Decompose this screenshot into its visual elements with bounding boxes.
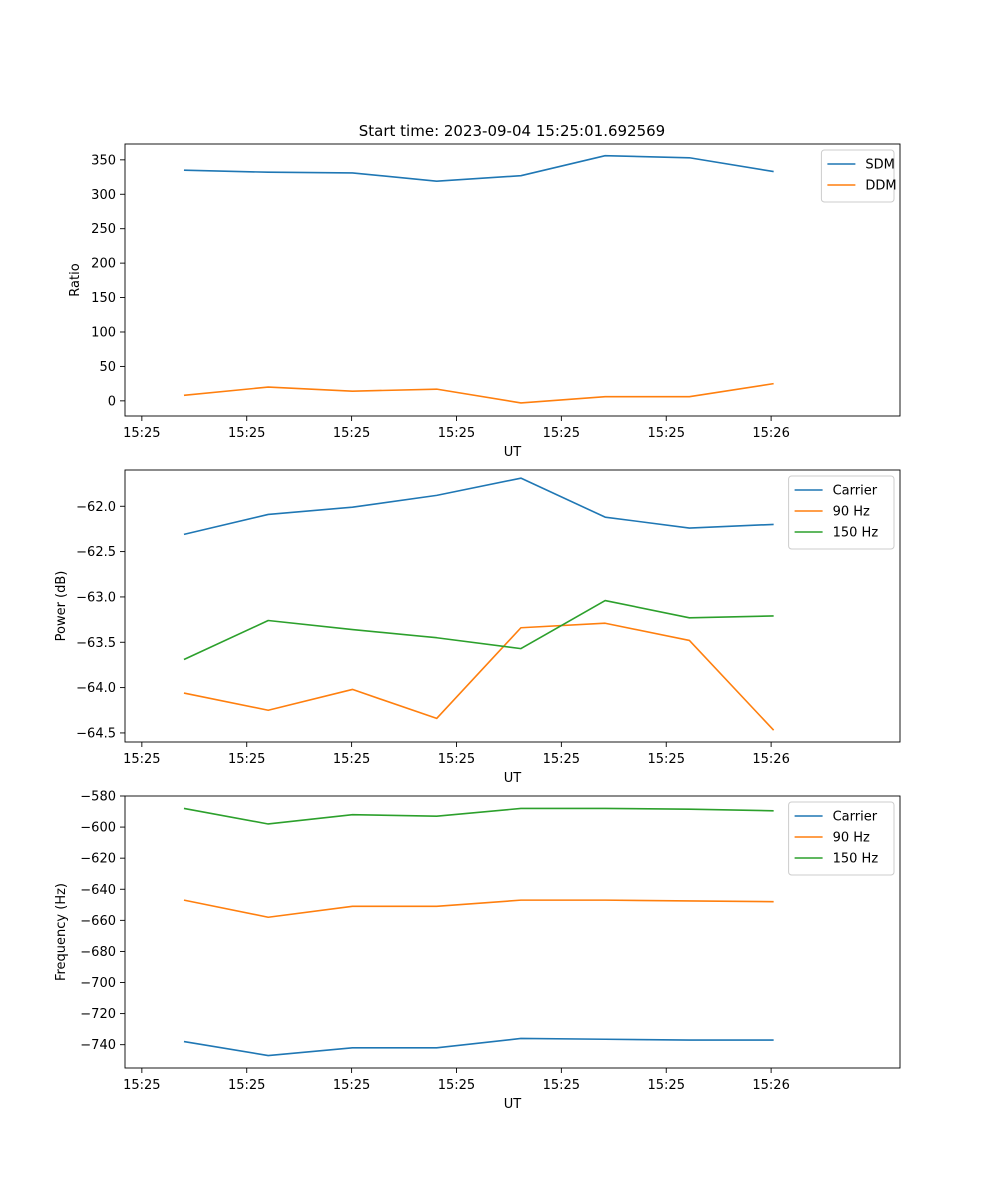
x-tick-label: 15:25 — [438, 752, 475, 767]
y-tick-label: 200 — [91, 257, 116, 272]
x-tick-label: 15:25 — [648, 752, 685, 767]
series-line-carrier — [183, 1037, 774, 1057]
legend-label: Carrier — [833, 484, 878, 499]
series-line-carrier — [183, 477, 774, 536]
chart-title: Start time: 2023-09-04 15:25:01.692569 — [359, 122, 665, 140]
x-tick-label: 15:25 — [123, 426, 160, 441]
x-axis-label: UT — [504, 771, 522, 786]
axes-frame — [124, 143, 901, 417]
y-tick-label: −740 — [80, 1038, 116, 1053]
x-tick-label: 15:25 — [543, 426, 580, 441]
subplot-3: −740 −720 −700 −680 −660 −640 −620 −600 −580 15:2… — [54, 790, 901, 1112]
subplot-2: −64.5 −64.0 −63.5 −63.0 −62.5 −62.0 15:25 15:25… — [54, 469, 901, 786]
series-line-90-hz — [183, 622, 775, 731]
x-tick-label: 15:25 — [333, 1078, 370, 1093]
y-axis-label: Power (dB) — [54, 571, 69, 642]
series-line-sdm — [183, 154, 774, 182]
y-tick-label: −64.0 — [76, 681, 116, 696]
y-tick-label: −640 — [80, 883, 116, 898]
y-tick-label: −580 — [80, 790, 116, 805]
plot-area — [125, 796, 900, 1068]
y-tick-label: 250 — [91, 222, 116, 237]
y-tick-label: −720 — [80, 1007, 116, 1022]
legend-box — [788, 475, 895, 550]
plot-area — [125, 144, 900, 416]
y-tick-label: −64.5 — [76, 726, 116, 741]
y-tick-label: −620 — [80, 852, 116, 867]
x-tick-label: 15:25 — [228, 426, 265, 441]
plot-area — [125, 470, 900, 742]
x-tick-label: 15:25 — [333, 426, 370, 441]
subplots: 0 50 100 150 200 250 300 350 15:25 15:25 15:25 15:2… — [54, 143, 901, 1112]
x-tick-label: 15:25 — [333, 752, 370, 767]
x-tick-label: 15:25 — [228, 1078, 265, 1093]
y-tick-label: −62.0 — [76, 500, 116, 515]
x-tick-label: 15:25 — [123, 1078, 160, 1093]
legend: Carrier 90 Hz 150 Hz — [788, 475, 895, 550]
y-tick-label: −600 — [80, 821, 116, 836]
x-tick-label: 15:25 — [648, 426, 685, 441]
series-line-90-hz — [183, 899, 774, 919]
y-tick-label: 100 — [91, 325, 116, 340]
y-tick-label: 50 — [99, 360, 116, 375]
legend-box — [788, 801, 895, 876]
series-line-150-hz — [183, 599, 774, 661]
legend-label: DDM — [865, 179, 896, 194]
axes-frame — [124, 469, 901, 743]
y-tick-label: −63.5 — [76, 636, 116, 651]
x-tick-label: 15:25 — [648, 1078, 685, 1093]
legend-label: 150 Hz — [833, 526, 879, 541]
legend: SDM DDM — [820, 149, 897, 203]
legend-label: SDM — [865, 158, 894, 173]
legend-box — [820, 149, 895, 203]
y-tick-label: −63.0 — [76, 590, 116, 605]
x-tick-label: 15:25 — [438, 426, 475, 441]
x-tick-label: 15:25 — [543, 1078, 580, 1093]
legend-label: 150 Hz — [833, 852, 879, 867]
legend-label: 90 Hz — [833, 505, 870, 520]
x-axis-label: UT — [504, 1097, 522, 1112]
subplot-1: 0 50 100 150 200 250 300 350 15:25 15:25 15:25 15:2… — [68, 143, 901, 460]
y-tick-label: 350 — [91, 153, 116, 168]
x-tick-label: 15:25 — [438, 1078, 475, 1093]
y-axis-label: Ratio — [68, 263, 83, 296]
y-tick-label: −700 — [80, 976, 116, 991]
x-tick-label: 15:26 — [752, 426, 789, 441]
x-axis-label: UT — [504, 445, 522, 460]
legend: Carrier 90 Hz 150 Hz — [788, 801, 895, 876]
legend-label: 90 Hz — [833, 831, 870, 846]
legend-label: Carrier — [833, 810, 878, 825]
y-tick-label: −680 — [80, 945, 116, 960]
y-tick-label: 150 — [91, 291, 116, 306]
y-tick-label: −62.5 — [76, 545, 116, 560]
x-tick-label: 15:25 — [228, 752, 265, 767]
y-tick-label: 300 — [91, 188, 116, 203]
series-line-150-hz — [183, 807, 774, 825]
x-tick-label: 15:25 — [123, 752, 160, 767]
y-tick-label: 0 — [108, 394, 116, 409]
axes-frame — [124, 795, 901, 1069]
series-line-ddm — [183, 382, 774, 404]
y-axis-label: Frequency (Hz) — [54, 883, 69, 981]
y-tick-label: −660 — [80, 914, 116, 929]
x-tick-label: 15:26 — [752, 752, 789, 767]
x-tick-label: 15:26 — [752, 1078, 789, 1093]
x-tick-label: 15:25 — [543, 752, 580, 767]
